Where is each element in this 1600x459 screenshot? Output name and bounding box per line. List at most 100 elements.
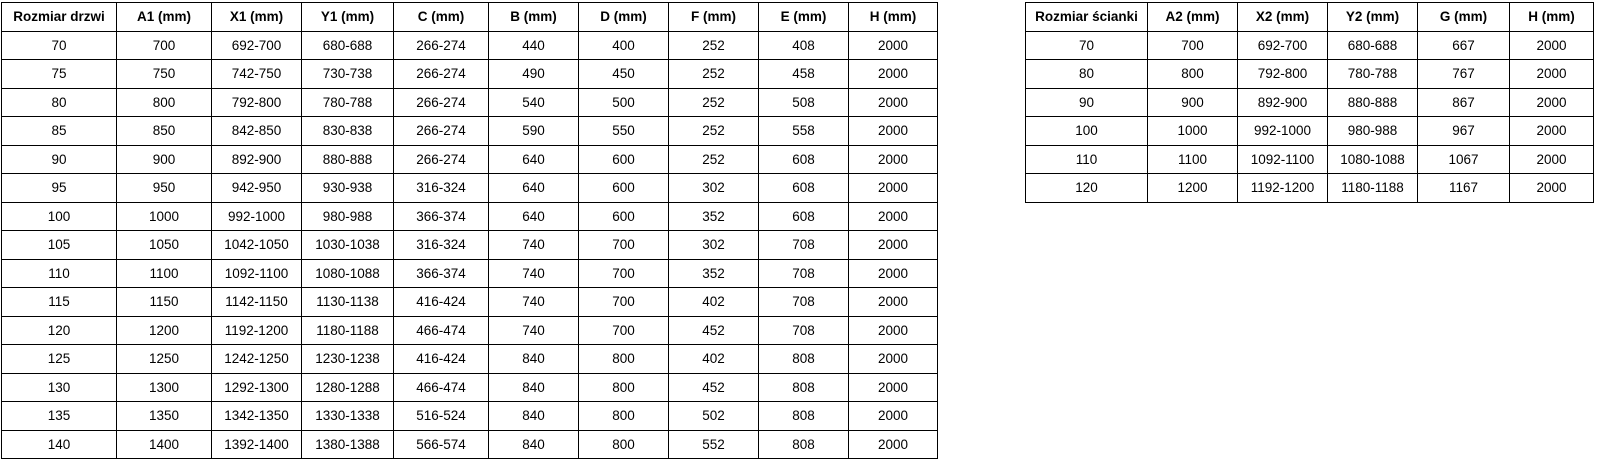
- wall-table-header: Rozmiar ścianki A2 (mm) X2 (mm) Y2 (mm) G (m…: [1025, 2, 1594, 32]
- table-cell: 452: [668, 372, 759, 402]
- table-cell: 2000: [848, 315, 938, 345]
- table-cell: 1130-1138: [301, 287, 394, 317]
- table-cell: 840: [488, 401, 579, 431]
- table-cell: 2000: [848, 173, 938, 203]
- table-cell: 408: [758, 30, 849, 60]
- table-cell: 708: [758, 258, 849, 288]
- table-cell: 252: [668, 59, 759, 89]
- table-cell: 302: [668, 230, 759, 260]
- table-cell: 808: [758, 372, 849, 402]
- table-row: 125 1250 1242-1250 1230-1238 416-424 840 800 40…: [1, 344, 938, 374]
- table-cell: 552: [668, 429, 759, 459]
- table-cell: 566-574: [393, 429, 489, 459]
- table-cell: 2000: [848, 87, 938, 117]
- table-cell: 900: [116, 144, 212, 174]
- header-cell: Y1 (mm): [301, 2, 394, 32]
- table-cell: 700: [578, 230, 669, 260]
- table-cell: 692-700: [211, 30, 302, 60]
- table-cell: 1280-1288: [301, 372, 394, 402]
- table-cell: 490: [488, 59, 579, 89]
- header-cell: Rozmiar ścianki: [1025, 2, 1148, 32]
- table-cell: 2000: [1509, 87, 1594, 117]
- table-cell: 105: [1, 230, 117, 260]
- table-cell: 800: [1147, 59, 1238, 89]
- table-cell: 100: [1, 201, 117, 231]
- table-cell: 842-850: [211, 116, 302, 146]
- table-row: 85 850 842-850 830-838 266-274 590 550 252 558 20…: [1, 116, 938, 146]
- header-cell: B (mm): [488, 2, 579, 32]
- table-cell: 1150: [116, 287, 212, 317]
- table-cell: 80: [1, 87, 117, 117]
- table-cell: 840: [488, 372, 579, 402]
- table-cell: 808: [758, 429, 849, 459]
- table-cell: 266-274: [393, 59, 489, 89]
- table-cell: 1192-1200: [211, 315, 302, 345]
- table-cell: 302: [668, 173, 759, 203]
- table-cell: 742-750: [211, 59, 302, 89]
- table-row: 115 1150 1142-1150 1130-1138 416-424 740 700 40…: [1, 287, 938, 317]
- table-cell: 316-324: [393, 173, 489, 203]
- table-row: 100 1000 992-1000 980-988 366-374 640 600 352 60…: [1, 201, 938, 231]
- table-cell: 800: [578, 344, 669, 374]
- table-cell: 1030-1038: [301, 230, 394, 260]
- header-cell: D (mm): [578, 2, 669, 32]
- table-cell: 316-324: [393, 230, 489, 260]
- table-cell: 450: [578, 59, 669, 89]
- header-cell: Rozmiar drzwi: [1, 2, 117, 32]
- table-cell: 2000: [848, 30, 938, 60]
- table-cell: 640: [488, 201, 579, 231]
- table-cell: 90: [1, 144, 117, 174]
- table-cell: 115: [1, 287, 117, 317]
- table-cell: 125: [1, 344, 117, 374]
- table-cell: 892-900: [1237, 87, 1328, 117]
- header-cell: A1 (mm): [116, 2, 212, 32]
- table-cell: 692-700: [1237, 30, 1328, 60]
- table-cell: 95: [1, 173, 117, 203]
- table-cell: 880-888: [301, 144, 394, 174]
- table-cell: 540: [488, 87, 579, 117]
- table-cell: 252: [668, 116, 759, 146]
- table-cell: 366-374: [393, 258, 489, 288]
- table-row: 90 900 892-900 880-888 867 2000: [1025, 87, 1594, 117]
- table-cell: 800: [578, 401, 669, 431]
- table-cell: 1200: [116, 315, 212, 345]
- table-cell: 2000: [1509, 59, 1594, 89]
- table-cell: 110: [1, 258, 117, 288]
- table-cell: 1092-1100: [1237, 144, 1328, 174]
- table-row: 100 1000 992-1000 980-988 967 2000: [1025, 116, 1594, 146]
- table-cell: 502: [668, 401, 759, 431]
- table-cell: 458: [758, 59, 849, 89]
- table-cell: 352: [668, 201, 759, 231]
- table-cell: 767: [1417, 59, 1510, 89]
- table-cell: 466-474: [393, 372, 489, 402]
- table-cell: 2000: [848, 287, 938, 317]
- table-cell: 708: [758, 230, 849, 260]
- table-cell: 992-1000: [211, 201, 302, 231]
- table-row: 140 1400 1392-1400 1380-1388 566-574 840 800 55…: [1, 429, 938, 459]
- table-cell: 1000: [1147, 116, 1238, 146]
- table-cell: 100: [1025, 116, 1148, 146]
- table-cell: 840: [488, 344, 579, 374]
- table-cell: 1292-1300: [211, 372, 302, 402]
- table-cell: 1000: [116, 201, 212, 231]
- table-cell: 808: [758, 344, 849, 374]
- header-cell: A2 (mm): [1147, 2, 1238, 32]
- table-row: 120 1200 1192-1200 1180-1188 1167 2000: [1025, 173, 1594, 203]
- table-cell: 1092-1100: [211, 258, 302, 288]
- table-cell: 740: [488, 230, 579, 260]
- table-cell: 558: [758, 116, 849, 146]
- table-cell: 700: [578, 258, 669, 288]
- table-cell: 792-800: [211, 87, 302, 117]
- table-cell: 1250: [116, 344, 212, 374]
- table-cell: 600: [578, 173, 669, 203]
- table-row: 70 700 692-700 680-688 667 2000: [1025, 30, 1594, 60]
- table-cell: 590: [488, 116, 579, 146]
- header-cell: X1 (mm): [211, 2, 302, 32]
- table-cell: 416-424: [393, 287, 489, 317]
- table-cell: 550: [578, 116, 669, 146]
- door-sizes-table: Rozmiar drzwi A1 (mm) X1 (mm) Y1 (mm) C (mm)…: [1, 2, 938, 459]
- table-cell: 266-274: [393, 30, 489, 60]
- table-row: 110 1100 1092-1100 1080-1088 366-374 740 700 35…: [1, 258, 938, 288]
- table-cell: 750: [116, 59, 212, 89]
- header-cell: H (mm): [848, 2, 938, 32]
